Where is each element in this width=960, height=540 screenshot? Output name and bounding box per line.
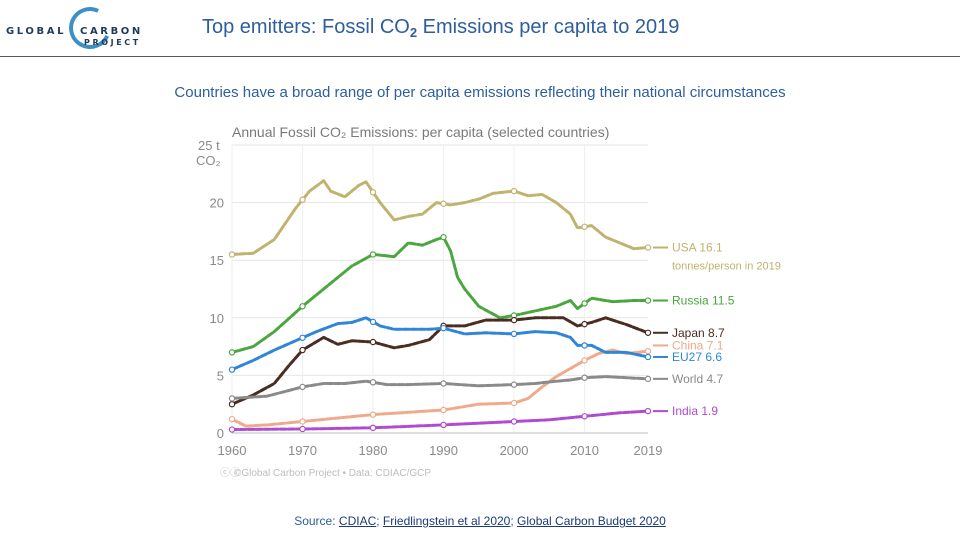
x-tick-label: 1970 [288,443,317,458]
header-divider [0,56,960,57]
series-line-usa [230,179,650,256]
data-point-china [228,415,236,423]
data-point-india [510,418,518,425]
data-point-world [440,380,447,387]
data-point-usa [369,189,377,196]
data-point-russia [440,233,447,241]
source-link-friedlingstein[interactable]: Friedlingstein et al 2020 [382,514,511,528]
source-line: Source: CDIAC; Friedlingstein et al 2020… [0,514,960,528]
logo-text-global: GLOBAL [6,26,67,37]
data-point-japan [644,329,652,336]
x-tick-label: 2000 [500,443,529,458]
data-point-china [644,348,652,355]
chart-title: Annual Fossil CO₂ Emissions: per capita … [232,124,609,140]
data-point-china [581,357,588,364]
data-point-russia [299,303,306,310]
legend-unit-note: tonnes/person in 2019 [672,261,781,273]
source-separator: ; [376,514,383,528]
legend-label-japan: Japan 8.7 [672,326,725,340]
y-tick-label: 10 [210,311,224,326]
data-point-japan [299,346,306,354]
chart-credit: ©Global Carbon Project • Data: CDIAC/GCP [234,468,431,479]
y-tick-label: 5 [217,368,224,383]
data-point-world [299,383,306,391]
data-point-usa [440,200,447,207]
data-point-world [581,374,588,381]
x-tick-label: 2019 [634,443,663,458]
x-tick-label: 2010 [570,443,599,458]
slide-title-subscript: 2 [409,25,418,40]
slide-title: Top emitters: Fossil CO2 Emissions per c… [202,16,679,40]
series-line-world [230,375,650,400]
data-point-india [299,425,306,433]
data-point-usa [228,251,236,258]
data-point-usa [299,196,306,203]
data-point-russia [581,300,588,307]
data-point-world [369,379,377,386]
data-point-eu27 [510,330,518,338]
global-carbon-project-logo: GLOBAL CARBON PROJECT [6,1,140,56]
data-point-china [510,399,518,407]
data-point-eu27 [299,334,306,341]
source-link-cdiac[interactable]: CDIAC [338,514,377,528]
data-point-eu27 [228,366,236,373]
legend-label-usa: USA 16.1 [672,241,723,255]
data-point-india [644,407,652,415]
credit-icons: ⓒⓘ [220,467,240,479]
data-point-eu27 [440,324,447,332]
emissions-line-chart: Annual Fossil CO₂ Emissions: per capita … [196,124,781,479]
data-point-russia [644,297,652,304]
x-tick-label: 1980 [359,443,388,458]
data-point-india [581,413,588,420]
series-line-india [230,409,650,431]
data-point-japan [510,316,518,324]
data-point-india [369,424,377,432]
legend-label-russia: Russia 11.5 [672,294,735,308]
data-point-world [510,381,518,388]
data-point-china [440,406,447,414]
data-point-usa [644,244,652,251]
data-point-eu27 [369,318,377,326]
logo-text-carbon: CARBON [80,26,143,37]
legend-label-china: China 7.1 [672,338,724,352]
y-tick-label: 15 [210,253,224,268]
data-point-india [440,421,447,429]
source-link-gcb2020[interactable]: Global Carbon Budget 2020 [517,514,666,528]
data-point-china [299,418,306,425]
slide-subtitle: Countries have a broad range of per capi… [174,84,786,101]
data-point-world [228,395,236,402]
logo-text-project: PROJECT [84,38,141,47]
data-point-usa [581,223,588,230]
series-line-russia [230,235,650,354]
data-point-usa [510,187,518,195]
legend-label-eu27: EU27 6.6 [672,350,722,364]
data-point-world [644,375,652,383]
data-point-eu27 [644,353,652,361]
y-tick-label: 20 [210,196,224,211]
y-tick-label: 0 [217,426,224,441]
data-point-china [369,411,377,418]
data-point-russia [228,349,236,356]
data-point-india [228,426,236,433]
source-separator: ; [510,514,518,528]
data-point-japan [228,401,236,408]
x-tick-label: 1990 [429,443,458,458]
legend-label-world: World 4.7 [672,372,723,386]
y-axis-label-gas: CO₂ [196,153,221,168]
legend-label-india: India 1.9 [672,404,718,418]
source-prefix: Source: [294,514,339,528]
data-point-eu27 [581,342,588,349]
data-point-russia [369,251,377,258]
series-line-eu27 [230,316,650,372]
slide-title-text: Top emitters: Fossil CO [202,16,410,38]
slide-title-text-end: Emissions per capita to 2019 [417,16,680,38]
x-tick-label: 1960 [218,443,247,458]
data-point-japan [369,338,377,346]
y-axis-label-unit: 25 t [198,138,220,153]
data-point-japan [581,320,588,328]
